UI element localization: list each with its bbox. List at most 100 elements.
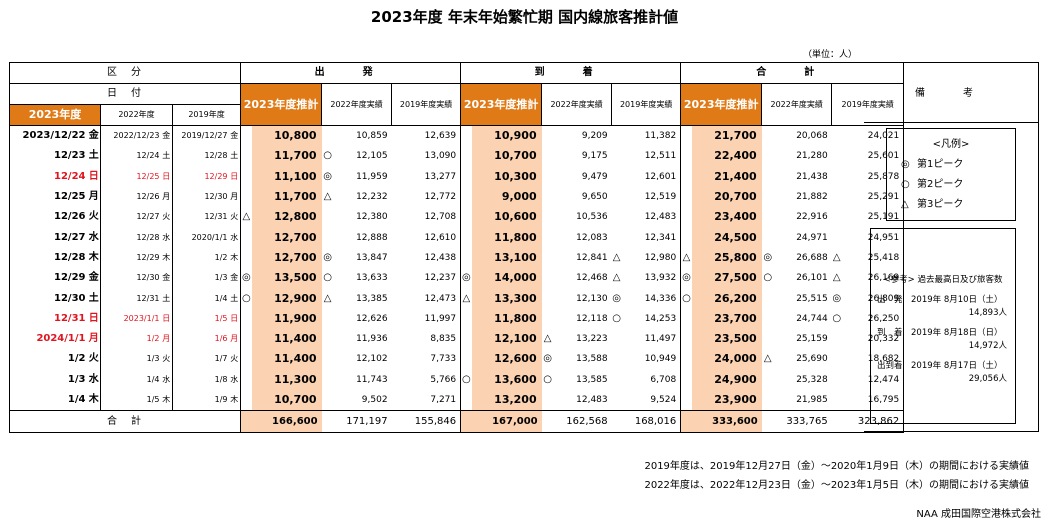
peak-marker: ○ [323,150,332,162]
legend-item: ◎ 第1ピーク [901,155,1015,170]
peak-marker [461,187,472,207]
peak-marker: ○ [462,373,471,385]
weekday-2023: 水 [87,227,101,248]
peak-marker [542,167,554,187]
table-row: 12/25 月 12/26 月 12/30 月 11,700 △ 12,232 12,772 9,0… [9,186,905,208]
table-row: 12/27 水 12/28 水 2020/1/1 水 12,700 12,888 12,610 1… [9,227,905,248]
dep-2019: 13,090 [401,146,462,167]
weekday-2023: 火 [87,349,101,370]
weekday-2019: 水 [228,369,242,390]
arr-2019-header: 2019年度実績 [611,83,682,126]
peak-marker: △ [242,211,251,223]
peak-marker [541,389,554,412]
reference-value: 14,893人 [968,308,1007,318]
dep-total-estimate: 166,600 [240,410,322,434]
date-2022: 2022/12/23 [113,131,160,141]
date-2023: 12/25 [9,186,88,208]
peak-marker [762,207,774,227]
dep-2022: 13,633 [356,273,388,284]
dep-estimate: 11,900 [251,308,322,329]
tot-2019: 25,418 [841,247,905,269]
legend-symbol: ○ [901,179,910,190]
date-2023: 12/24 [9,166,88,187]
arr-2022: 13,588 [576,354,608,365]
dep-2022: 10,859 [356,131,388,142]
arr-2019: 10,949 [621,349,682,370]
dep-estimate: 11,700 [251,146,322,167]
table-row: 12/28 木 12/29 木 1/2 木 12,700 ◎ 13,847 12,438 13,10… [9,247,905,269]
peak-marker [542,207,554,227]
tot-estimate: 21,700 [691,125,762,147]
tot-2019: 24,951 [841,227,905,248]
tot-2019-header: 2019年度実績 [831,83,905,126]
peak-marker: △ [462,292,471,304]
weekday-2022: 水 [160,369,173,390]
tot-2022: 20,068 [796,131,828,142]
date-2019: 12/29 [204,171,228,181]
weekday-2019: 金 [228,268,242,289]
dep-2022: 13,847 [356,252,388,263]
dep-2022: 13,385 [356,293,388,304]
arr-2022: 9,209 [581,131,608,142]
date-2019: 1/9 [172,389,229,412]
reference-value: 29,056人 [968,374,1007,384]
legend-item: △ 第3ピーク [901,195,1015,210]
date-2022: 12/31 [136,293,160,303]
date-2022: 1/5 [100,389,161,412]
arr-2022: 9,175 [581,151,608,162]
peak-marker [612,349,622,369]
tot-estimate: 27,500 [691,268,762,289]
date-2023: 12/29 [9,268,88,289]
weekday-2019: 日 [228,166,242,187]
tot-2022: 25,159 [796,334,828,345]
peak-marker [241,370,252,390]
weekday-2022: 火 [160,349,173,370]
peak-marker [681,227,692,247]
dep-estimate: 10,700 [251,389,322,412]
peak-marker [392,349,402,369]
peak-marker: ○ [612,312,621,324]
tot-2019: 20,332 [841,328,905,350]
peak-marker [322,329,334,349]
dep-2019: 13,277 [401,166,462,187]
table-row: 2024/1/1 月 1/2 月 1/6 月 11,400 11,936 8,835 12,100… [9,328,905,350]
arr-2019: 9,524 [621,389,682,412]
table-row: 12/26 火 12/27 火 12/31 火 △ 12,800 12,380 12,708 10,… [9,207,905,228]
peak-marker [461,227,472,247]
peak-marker: △ [832,251,841,263]
weekday-2019: 火 [228,349,242,370]
peak-marker: ◎ [462,272,471,284]
tot-estimate: 24,000 [691,349,762,370]
company-name: NAA 成田国際空港株式会社 [916,509,1041,520]
peak-marker [680,389,692,412]
peak-marker [322,227,334,247]
date-2019: 12/31 [204,212,228,222]
peak-marker [542,126,554,147]
tot-estimate: 24,900 [691,369,762,390]
peak-marker: ◎ [543,353,552,365]
total-row: 合 計 166,600 171,197 155,846 167,000 162,568 16… [8,410,905,434]
peak-marker: △ [763,353,772,365]
dep-2022: 12,888 [356,232,388,243]
date-2023: 12/26 [9,207,88,228]
peak-marker [241,167,252,187]
arr-2022: 12,118 [576,313,608,324]
departure-header: 出 発 [240,62,462,84]
dep-estimate: 12,800 [251,207,322,228]
unit-label: （単位：人） [803,50,858,60]
peak-marker: △ [543,333,552,345]
date-2022: 12/24 [136,151,160,161]
reference-label: 出到着 2019年 8月17日（土） [877,361,1003,371]
peak-marker [392,329,402,349]
dep-2019: 7,733 [401,349,462,370]
peak-marker [241,309,252,329]
date-2019: 1/6 [214,334,228,344]
page-title: 2023年度 年末年始繁忙期 国内線旅客推計値 [370,8,679,26]
date-2019: 12/30 [204,192,228,202]
dep-estimate: 12,700 [251,247,322,269]
date-2019: 1/4 [214,293,228,303]
tot-2019: 25,601 [841,146,905,167]
peak-marker [461,329,472,349]
date-2022: 1/4 [146,374,160,384]
peak-marker [761,389,774,412]
